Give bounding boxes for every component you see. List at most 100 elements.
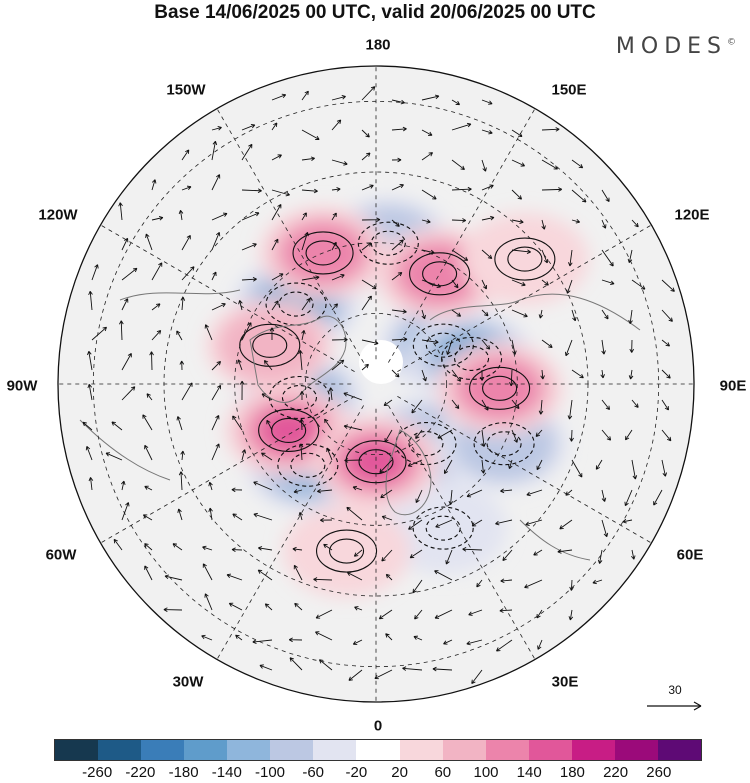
wind-arrow bbox=[537, 639, 543, 650]
colorbar-label: 220 bbox=[603, 764, 629, 781]
wind-arrow bbox=[500, 488, 513, 494]
anomaly-contour bbox=[412, 506, 474, 550]
wind-arrow bbox=[151, 303, 161, 311]
wind-arrow bbox=[298, 443, 304, 461]
wind-arrow bbox=[391, 309, 407, 314]
lon-label-150w: 150W bbox=[166, 81, 206, 99]
wind-arrow bbox=[524, 579, 543, 589]
wind-arrow bbox=[511, 219, 524, 224]
colorbar-label: -220 bbox=[125, 764, 156, 781]
brand-logo: MODES© bbox=[616, 34, 736, 59]
wind-arrow bbox=[421, 279, 441, 288]
wind-arrow bbox=[211, 271, 217, 281]
lon-label-90w: 90W bbox=[6, 377, 38, 395]
wind-arrow bbox=[471, 669, 483, 685]
wind-arrow bbox=[301, 275, 320, 281]
wind-arrow bbox=[315, 631, 333, 641]
wind-arrow bbox=[443, 639, 453, 645]
wind-arrow bbox=[201, 634, 213, 641]
wind-arrow bbox=[121, 386, 136, 401]
wind-arrow bbox=[601, 219, 607, 229]
meridian-line bbox=[388, 405, 536, 660]
wind-arrow bbox=[211, 174, 221, 191]
wind-arrow bbox=[298, 511, 304, 521]
wind-arrow bbox=[383, 399, 393, 407]
wind-arrow bbox=[481, 339, 491, 350]
wind-arrow bbox=[331, 119, 342, 131]
wind-arrow bbox=[622, 518, 633, 524]
wind-arrow bbox=[343, 424, 363, 431]
wind-arrow bbox=[361, 295, 372, 311]
colorbar-label: 180 bbox=[559, 764, 585, 781]
wind-arrow bbox=[151, 330, 162, 341]
wind-arrow bbox=[121, 502, 130, 521]
wind-arrow bbox=[448, 489, 454, 505]
wind-arrow bbox=[241, 123, 256, 131]
wind-arrow bbox=[361, 184, 374, 191]
wind-arrow bbox=[361, 339, 379, 346]
wind-arrow bbox=[540, 369, 545, 380]
wind-arrow bbox=[298, 350, 303, 371]
polar-map bbox=[57, 65, 695, 703]
wind-arrow bbox=[301, 231, 309, 251]
colorbar-label: -100 bbox=[254, 764, 286, 781]
wind-arrow bbox=[391, 183, 404, 191]
wind-arrow bbox=[385, 633, 393, 641]
wind-arrow bbox=[257, 569, 273, 581]
wind-arrow bbox=[413, 635, 423, 641]
wind-arrow bbox=[326, 447, 333, 461]
anomaly-contour bbox=[258, 408, 320, 452]
anomaly-contour bbox=[292, 231, 354, 275]
wind-arrow bbox=[541, 219, 546, 230]
wind-arrow bbox=[481, 399, 489, 411]
wind-arrow bbox=[601, 279, 615, 286]
anomaly-shade bbox=[218, 307, 322, 383]
colorbar-label: -260 bbox=[82, 764, 113, 781]
wind-arrow bbox=[331, 212, 337, 221]
wind-arrow bbox=[202, 545, 213, 551]
wind-arrow bbox=[535, 429, 543, 437]
anomaly-contour bbox=[252, 332, 288, 358]
wind-arrow bbox=[653, 489, 663, 506]
wind-arrow bbox=[258, 546, 273, 551]
wind-arrow bbox=[85, 446, 93, 461]
colorbar-swatch-12 bbox=[571, 740, 615, 760]
anomaly-contour bbox=[409, 252, 471, 296]
colorbar-swatch-8 bbox=[399, 740, 443, 760]
wind-arrow bbox=[391, 157, 402, 163]
wind-arrow bbox=[113, 538, 123, 551]
wind-arrow bbox=[421, 369, 427, 382]
wind-arrow bbox=[391, 99, 405, 105]
wind-arrow bbox=[511, 399, 520, 410]
wind-arrow bbox=[451, 279, 459, 289]
wind-arrow bbox=[172, 543, 183, 551]
wind-arrow bbox=[261, 452, 273, 461]
wind-arrow bbox=[538, 309, 544, 319]
wind-arrow bbox=[313, 577, 333, 582]
lon-label-30e: 30E bbox=[551, 673, 579, 691]
wind-arrow bbox=[253, 512, 273, 521]
anomaly-contour bbox=[507, 246, 543, 272]
wind-arrow bbox=[481, 215, 495, 221]
wind-arrow bbox=[437, 429, 453, 439]
wind-arrow bbox=[391, 271, 403, 281]
wind-arrow bbox=[661, 399, 669, 411]
wind-arrow bbox=[344, 458, 363, 463]
meridian-line bbox=[100, 396, 355, 544]
colorbar-label: 260 bbox=[646, 764, 672, 781]
lon-label-180: 180 bbox=[365, 36, 391, 54]
wind-arrow bbox=[411, 399, 423, 414]
wind-arrow bbox=[317, 488, 333, 494]
wind-arrow bbox=[567, 399, 573, 420]
wind-arrow bbox=[559, 519, 573, 530]
wind-arrow bbox=[259, 664, 273, 671]
wind-arrow bbox=[226, 573, 243, 581]
wind-arrow bbox=[481, 184, 494, 191]
wind-vectors bbox=[82, 86, 675, 685]
wind-arrow bbox=[121, 267, 138, 281]
wind-arrow bbox=[380, 489, 393, 499]
wind-arrow bbox=[111, 421, 123, 431]
colorbar-label: -20 bbox=[345, 764, 368, 781]
lon-label-120e: 120E bbox=[674, 206, 710, 224]
wind-arrow bbox=[151, 179, 157, 191]
